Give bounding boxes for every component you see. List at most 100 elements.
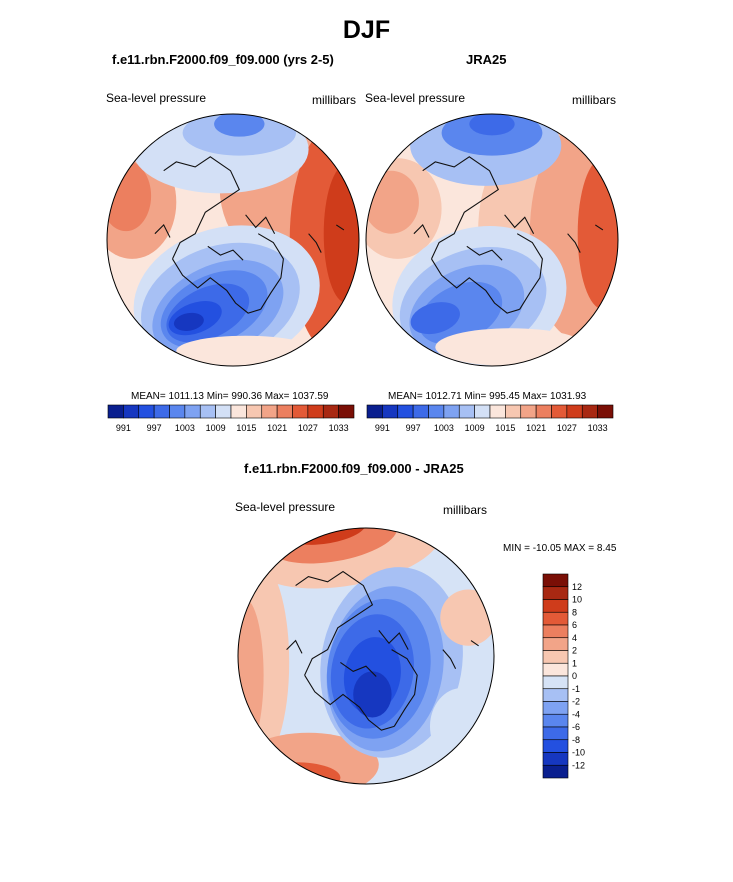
panel-2-variable-label: Sea-level pressure [365, 91, 466, 105]
colorbar-1-tick-label: 1027 [298, 423, 318, 433]
colorbar-1-swatch [184, 404, 201, 419]
colorbar-1-swatch [123, 404, 140, 419]
map-2-field [366, 114, 618, 366]
colorbar-2-swatch [581, 404, 598, 419]
map-1-field [107, 114, 359, 366]
colorbar-3-swatch [542, 624, 569, 639]
map-3-coastlines [286, 570, 479, 731]
panel-2-units-label: millibars [572, 93, 617, 107]
colorbar-1-swatch [322, 404, 339, 419]
colorbar-3-tick-label: -1 [572, 684, 580, 694]
colorbar-1-swatch [307, 404, 324, 419]
colorbar-2-swatch [443, 404, 460, 419]
colorbar-3-tick-label: 6 [572, 620, 577, 630]
colorbar-2-tick-label: 1009 [465, 423, 485, 433]
map-3-contour-region [238, 598, 264, 753]
colorbar-1-tick-label: 1009 [206, 423, 226, 433]
colorbar-2-swatch [366, 404, 383, 419]
colorbar-2-swatch [428, 404, 445, 419]
map-2-contour-region [410, 302, 460, 335]
colorbar-1-swatch [230, 404, 247, 419]
colorbar-3-tick-label: 12 [572, 582, 582, 592]
colorbar-2-swatch [412, 404, 429, 419]
colorbar-3-swatch [542, 650, 569, 664]
map-2-coastlines [413, 156, 604, 314]
colorbar-1-tick-label: 997 [147, 423, 162, 433]
colorbar-2-swatch [397, 404, 414, 419]
colorbar-2-swatch [535, 404, 552, 419]
colorbar-3-tick-label: -8 [572, 735, 580, 745]
colorbar-2-swatch [566, 404, 583, 419]
colorbar-2-swatch [489, 404, 506, 419]
colorbar-2-tick-label: 1015 [495, 423, 515, 433]
map-3-contour-region [353, 671, 392, 718]
colorbar-3-swatch [542, 701, 569, 715]
colorbar-2-swatch [551, 404, 568, 419]
colorbar-3-tick-label: -12 [572, 760, 585, 770]
panel-1-stats: MEAN= 1011.13 Min= 990.36 Max= 1037.59 [131, 391, 329, 402]
panel-3-units-label: millibars [443, 503, 488, 517]
colorbar-1-swatch [292, 404, 309, 419]
colorbar-1-tick-label: 1003 [175, 423, 195, 433]
map-2-map-boundary [365, 113, 619, 367]
colorbar-2-swatch [597, 404, 614, 419]
panel-3-title: f.e11.rbn.F2000.f09_f09.000 - JRA25 [244, 461, 464, 476]
colorbar-3-tick-label: 1 [572, 658, 577, 668]
map-1-contour-region [176, 335, 315, 366]
colorbar-2: 991 997 1003 1009 1015 1021 1027 1033 [366, 404, 614, 433]
colorbar-1-swatch [138, 404, 155, 419]
colorbar-3-tick-label: 4 [572, 633, 577, 643]
colorbar-1: 991 997 1003 1009 1015 1021 1027 1033 [107, 404, 355, 433]
colorbar-3-tick-label: 2 [572, 646, 577, 656]
panel-2-stats: MEAN= 1012.71 Min= 995.45 Max= 1031.93 [388, 391, 587, 402]
colorbar-2-tick-label: 1033 [588, 423, 608, 433]
map-1-coastlines [154, 156, 345, 314]
colorbar-1-swatch [199, 404, 216, 419]
colorbar-1-tick-label: 1033 [329, 423, 349, 433]
panel-3-stats: MIN = -10.05 MAX = 8.45 [503, 543, 617, 554]
colorbar-2-tick-label: 997 [406, 423, 421, 433]
colorbar-1-swatch [169, 404, 186, 419]
colorbar-3-tick-label: -10 [572, 748, 585, 758]
map-1-contour-region [173, 312, 204, 331]
colorbar-1-tick-label: 1021 [267, 423, 287, 433]
colorbar-3-swatch [542, 662, 569, 677]
figure-title: DJF [342, 16, 391, 44]
map-1-map-boundary [106, 113, 360, 367]
panel-1-variable-label: Sea-level pressure [106, 91, 207, 105]
map-1-contour-region [214, 114, 265, 137]
map-2-contour-region [435, 328, 587, 366]
colorbar-1-swatch [107, 404, 124, 419]
map-2-contour-region [469, 114, 515, 136]
colorbar-3-tick-label: -2 [572, 697, 580, 707]
colorbar-1-swatch [261, 404, 278, 419]
colorbar-3-swatch [542, 573, 569, 588]
colorbar-3-tick-label: 8 [572, 607, 577, 617]
colorbar-1-swatch [338, 404, 355, 419]
colorbar-3-swatch [542, 739, 569, 753]
colorbar-2-tick-label: 1027 [557, 423, 577, 433]
panel-1-units-label: millibars [312, 93, 357, 107]
panel-2-title: JRA25 [466, 52, 507, 67]
colorbar-2-swatch [458, 404, 475, 419]
colorbar-3-swatch [542, 675, 569, 690]
colorbar-3-swatch [542, 713, 569, 728]
colorbar-3-swatch [542, 688, 569, 702]
colorbar-2-swatch [520, 404, 537, 419]
colorbar-2-swatch [382, 404, 399, 419]
colorbar-3-swatch [542, 764, 569, 779]
colorbar-3-swatch [542, 611, 569, 626]
panel-1-title: f.e11.rbn.F2000.f09_f09.000 (yrs 2-5) [112, 52, 334, 67]
colorbar-3-tick-label: 0 [572, 671, 577, 681]
colorbar-3-swatch [542, 637, 569, 651]
colorbar-1-tick-label: 1015 [236, 423, 256, 433]
colorbar-1-swatch [215, 404, 232, 419]
colorbar-3-tick-label: -4 [572, 709, 580, 719]
colorbar-2-tick-label: 1003 [434, 423, 454, 433]
colorbar-3-tick-label: 10 [572, 595, 582, 605]
colorbar-1-swatch [153, 404, 170, 419]
colorbar-3-swatch [542, 726, 569, 741]
map-3-field [238, 528, 494, 784]
